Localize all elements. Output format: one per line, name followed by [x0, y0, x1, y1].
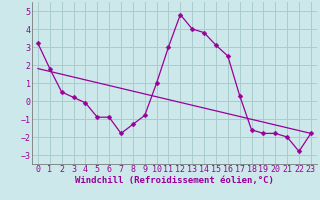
X-axis label: Windchill (Refroidissement éolien,°C): Windchill (Refroidissement éolien,°C)	[75, 176, 274, 185]
